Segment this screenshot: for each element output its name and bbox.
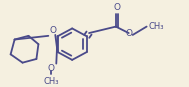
Text: CH₃: CH₃ [149, 22, 164, 31]
Text: O: O [125, 29, 132, 38]
Text: O: O [49, 26, 56, 35]
Text: O: O [114, 3, 121, 12]
Text: CH₃: CH₃ [44, 77, 59, 86]
Text: O: O [48, 64, 55, 73]
